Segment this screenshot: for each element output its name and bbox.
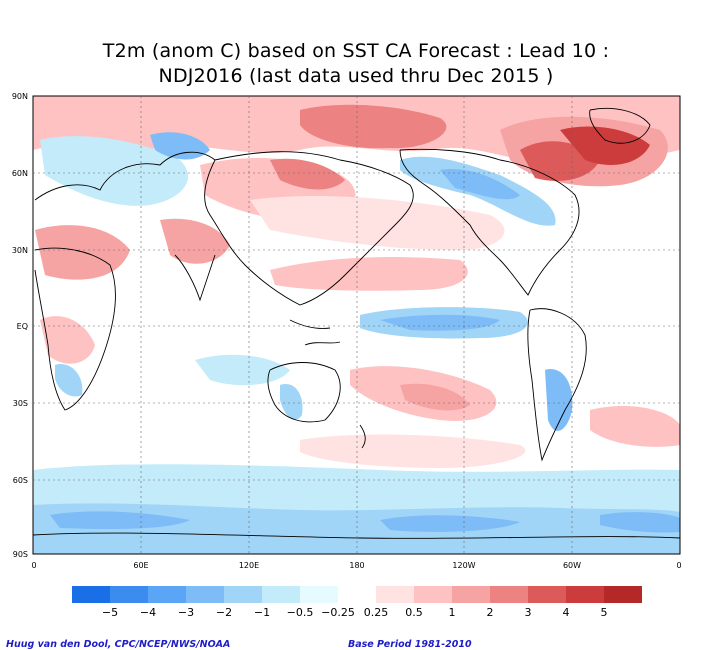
colorbar-label: −3 [178, 606, 194, 619]
lat-tick-label: 90N [12, 92, 28, 101]
colorbar-label: −5 [102, 606, 118, 619]
colorbar-label: 3 [525, 606, 532, 619]
coastline-maritime-asia [289, 319, 341, 346]
coastline-north-america [399, 148, 580, 296]
anomaly-region-antarctic-cool-core [50, 511, 190, 530]
anomaly-region-canada-cool [440, 169, 520, 200]
lat-tick-label: 60N [12, 169, 28, 178]
colorbar-label: 4 [563, 606, 570, 619]
map-area [33, 96, 680, 554]
colorbar-label: 5 [601, 606, 608, 619]
longitude-axis: 0 60E 120E 180 120W 60W 0 [31, 561, 681, 570]
lon-tick-label: 0 [31, 561, 36, 570]
colorbar-swatch [338, 586, 376, 603]
anomaly-region-arctic-strong [300, 104, 447, 149]
lon-tick-label: 120W [452, 561, 475, 570]
colorbar-label: −2 [216, 606, 232, 619]
map-frame [32, 95, 681, 555]
anomaly-region-eurasia-hot [560, 126, 650, 165]
colorbar-label: −1 [254, 606, 270, 619]
colorbar-label: −4 [140, 606, 156, 619]
lat-tick-label: 90S [13, 550, 28, 559]
colorbar-label: 0.25 [364, 606, 389, 619]
lon-tick-label: 60E [133, 561, 148, 570]
colorbar-label: 1 [449, 606, 456, 619]
latitude-axis: 90N 60N 30N EQ 30S 60S 90S [12, 92, 28, 559]
credit-author: Huug van den Dool, CPC/NCEP/NWS/NOAA [6, 639, 231, 650]
colorbar-swatch [566, 586, 604, 603]
colorbar-swatch [224, 586, 262, 603]
anomaly-region-equatorial-pacific-cool-core [380, 314, 500, 331]
colorbar-swatch [186, 586, 224, 603]
anomaly-region-africa-warm [40, 316, 95, 364]
lat-tick-label: 60S [13, 476, 28, 485]
colorbar-swatch [528, 586, 566, 603]
coastlines [33, 107, 680, 539]
map-title-line-2: NDJ2016 (last data used thru Dec 2015 ) [158, 65, 554, 87]
anomaly-region-asia-warm-core [270, 158, 345, 190]
graticule [33, 96, 680, 554]
lat-tick-label: 30N [12, 246, 28, 255]
map-title-line-1: T2m (anom C) based on SST CA Forecast : … [102, 40, 610, 62]
colorbar-swatch [148, 586, 186, 603]
coastline-europe [34, 151, 216, 201]
anomaly-region-subtropical-pacific [270, 257, 468, 291]
coastline-new-zealand [359, 424, 366, 449]
colorbar-swatch [110, 586, 148, 603]
anomaly-region-south-pacific-warm-core [400, 383, 470, 411]
colorbar-swatch [376, 586, 414, 603]
colorbar-swatch [414, 586, 452, 603]
colorbar-label: 0.5 [405, 606, 423, 619]
colorbar-label: −0.25 [321, 606, 355, 619]
anomaly-region-south-atlantic-warm [590, 405, 680, 447]
coastline-asia [204, 151, 414, 306]
colorbar-swatch [300, 586, 338, 603]
coastline-australia [267, 362, 341, 423]
colorbar-swatch [72, 586, 110, 603]
lon-tick-label: 0 [676, 561, 681, 570]
anomaly-region-north-pacific-warm [250, 195, 505, 250]
lon-tick-label: 60W [563, 561, 581, 570]
anomaly-region-australia-cool [280, 384, 303, 420]
anomaly-region-middle-east-warm [160, 218, 230, 264]
colorbar-swatch [452, 586, 490, 603]
anomaly-region-sahara-warm [35, 225, 130, 280]
coastline-greenland [589, 107, 651, 144]
anomaly-region-antarctic-cool-core-3 [600, 512, 680, 533]
coastline-africa [34, 247, 116, 411]
colorbar-swatch [262, 586, 300, 603]
anomaly-region-antarctic-cool-core-2 [380, 515, 520, 532]
lon-tick-label: 120E [239, 561, 259, 570]
anomaly-region-antarctic-cool [33, 503, 680, 554]
colorbar: −5 −4 −3 −2 −1 −0.5 −0.25 0.25 0.5 1 2 3 4 5 [72, 586, 642, 619]
coastline-antarctica [33, 532, 680, 539]
anomaly-region-south-america-cool [545, 369, 573, 431]
colorbar-swatch [490, 586, 528, 603]
colorbar-label: −0.5 [287, 606, 314, 619]
anomaly-region-indian-ocean-cool [195, 354, 290, 386]
colorbar-swatch [604, 586, 642, 603]
anomaly-region-southern-ocean-warm [300, 434, 526, 468]
lat-tick-label: 30S [13, 399, 28, 408]
anomaly-region-southern-africa-cool [55, 364, 83, 397]
lat-tick-label: EQ [17, 322, 28, 331]
coastline-south-america [527, 308, 587, 462]
anomaly-region-europe-cool [40, 136, 189, 206]
colorbar-label: 2 [487, 606, 494, 619]
coastline-india [174, 254, 216, 302]
credit-base-period: Base Period 1981-2010 [348, 639, 472, 650]
lon-tick-label: 180 [349, 561, 364, 570]
